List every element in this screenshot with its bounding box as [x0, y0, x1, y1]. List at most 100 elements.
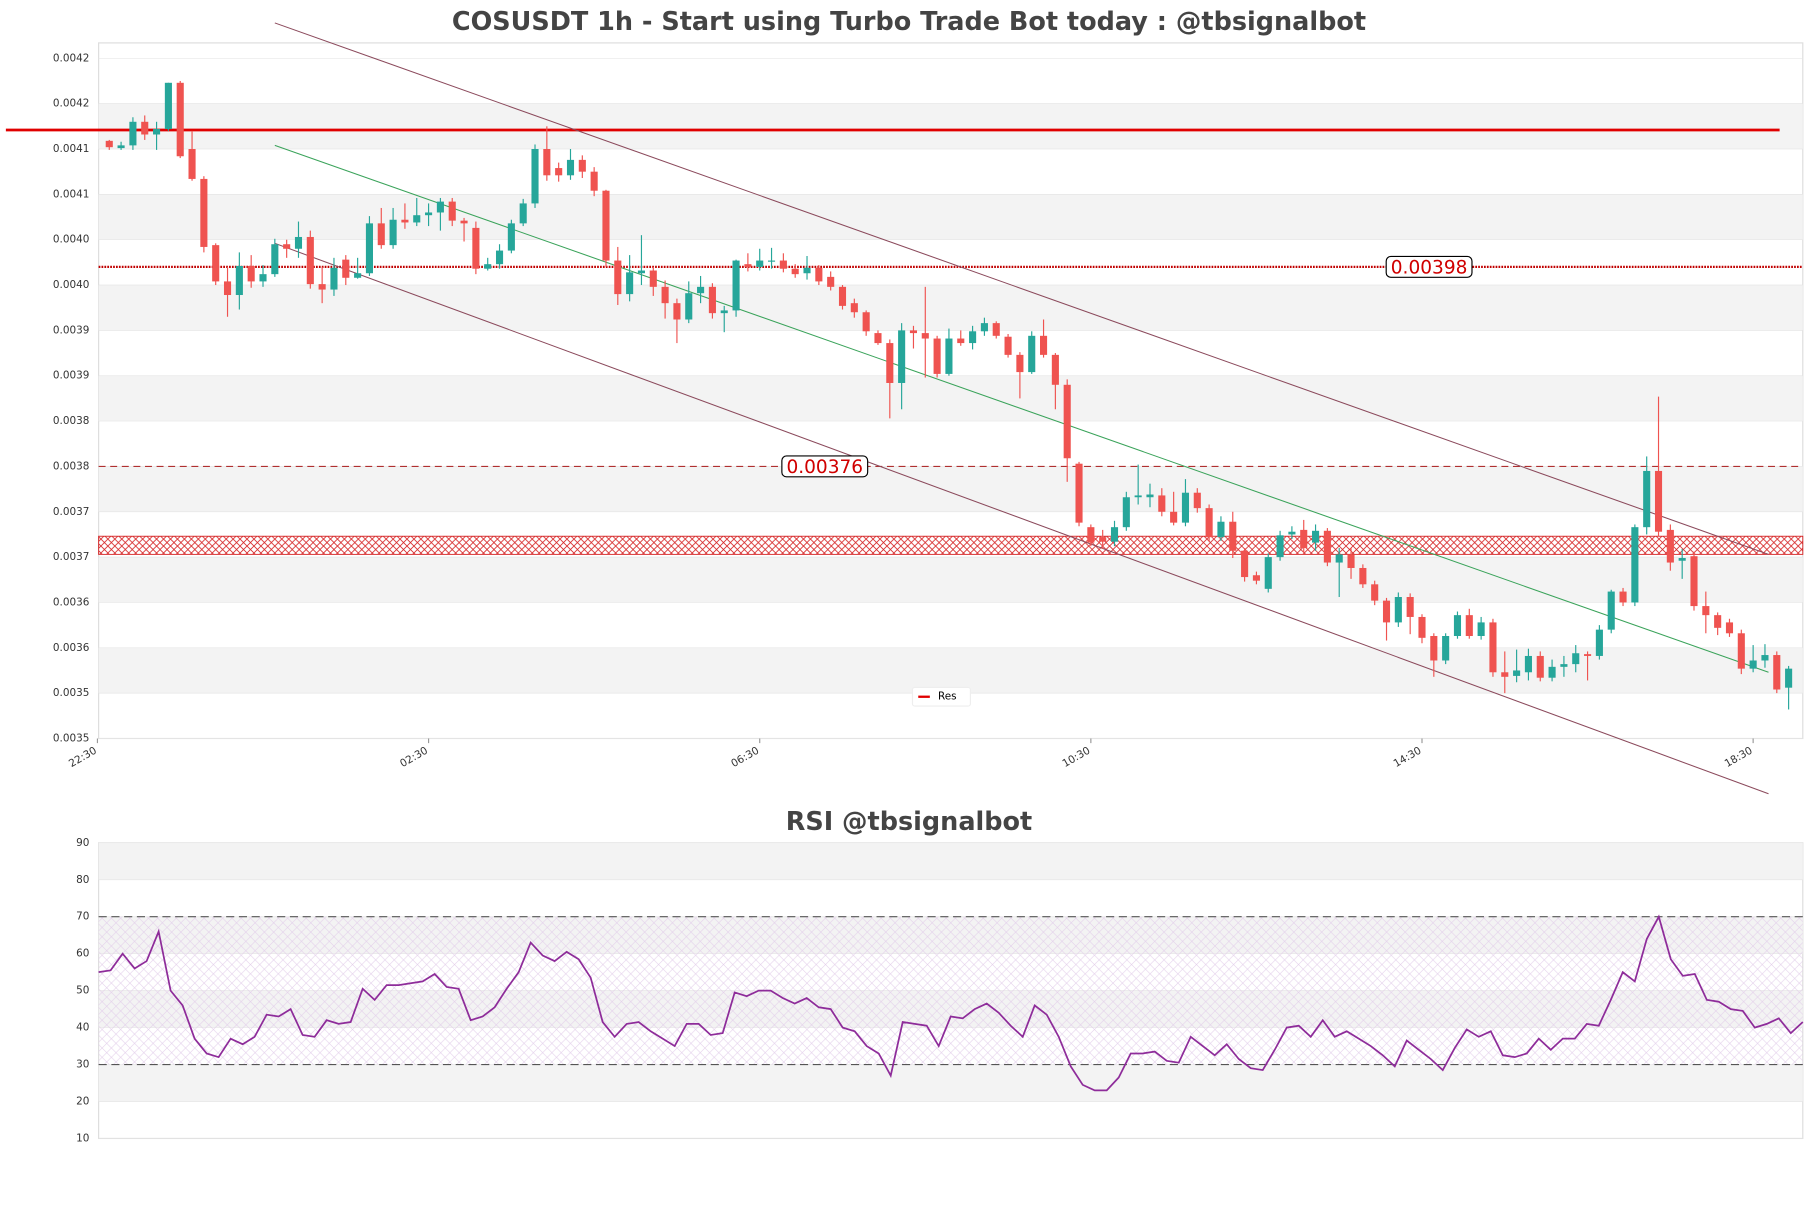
candle-body [1252, 575, 1260, 581]
trend-line [274, 242, 1769, 795]
y-tick-label: 0.0036 [53, 596, 89, 608]
plot: 0.0035 0.0035 0.0036 0.0036 0.0037 0.0037 0.00… [5, 22, 1804, 1144]
x-tick-label: 06:30 [729, 745, 761, 770]
candle-body [578, 159, 586, 172]
candle-body [637, 270, 646, 274]
candle-body [1063, 384, 1071, 459]
candle-body [1264, 557, 1272, 589]
y-tick-label: 0.0042 [53, 98, 89, 110]
candle-body [200, 178, 208, 247]
candle-body [921, 333, 929, 339]
candle-body [1465, 615, 1473, 637]
candle-body [1442, 636, 1450, 661]
y-tick-label: 0.0041 [53, 143, 89, 155]
candle-body [105, 140, 113, 148]
candle-body [1229, 521, 1237, 551]
candle-body [354, 273, 362, 278]
candle-body [1785, 668, 1793, 688]
candle-body [1513, 670, 1521, 676]
candle-body [744, 264, 752, 267]
y-tick-label: 60 [76, 948, 89, 960]
grid-band [98, 647, 1803, 694]
grid-band [98, 103, 1803, 150]
candle-body [495, 250, 504, 265]
candle-body [507, 223, 515, 251]
candle-body [1406, 597, 1414, 617]
candle-body [519, 203, 527, 224]
candle-body [980, 323, 988, 332]
candle-body [555, 168, 563, 176]
candle-body [1110, 527, 1119, 542]
candle-body [1004, 336, 1012, 355]
y-tick-label: 90 [76, 837, 89, 849]
candle-body [803, 267, 811, 274]
candle-body [1619, 591, 1627, 603]
y-tick-label: 0.0039 [53, 324, 89, 336]
candle-body [614, 260, 622, 295]
legend-box [911, 686, 972, 707]
y-tick-label: 0.0035 [53, 732, 89, 744]
candle-body [1725, 622, 1734, 634]
candle-body [472, 227, 480, 269]
candle-body [708, 286, 716, 314]
candle-body [1394, 597, 1402, 623]
y-tick-label: 0.0042 [53, 52, 89, 64]
candle-body [1300, 529, 1308, 549]
candle-body [1323, 530, 1331, 563]
candle-body [1312, 530, 1320, 543]
candle-body [306, 236, 314, 285]
candle-body [1040, 335, 1048, 355]
y-tick-label: 30 [76, 1059, 89, 1071]
candle-body [898, 330, 906, 383]
grid-band [98, 1064, 1803, 1102]
candle-body [909, 330, 918, 334]
candle-body [791, 268, 799, 275]
candle-body [342, 259, 350, 278]
candle-body [436, 201, 444, 213]
candle-body [838, 286, 847, 306]
level-label: 0.00376 [786, 457, 863, 478]
y-tick-label: 0.0038 [53, 415, 89, 427]
candle-body [484, 264, 492, 269]
x-tick-label: 10:30 [1060, 745, 1092, 770]
candle-body [1087, 527, 1095, 543]
candle-body [1217, 521, 1225, 538]
y-tick-label: 0.0038 [53, 460, 89, 472]
y-tick-label: 50 [76, 985, 89, 997]
candle-body [1122, 497, 1130, 528]
candle-body [850, 303, 858, 313]
candle-body [271, 244, 279, 275]
candle-body [756, 260, 764, 267]
candle-body [401, 219, 409, 223]
candle-body [294, 236, 303, 249]
candle-body [212, 245, 220, 282]
candle-body [1536, 655, 1544, 678]
candle-body [590, 171, 598, 191]
candle-body [1016, 354, 1024, 373]
candle-body [649, 270, 657, 287]
y-tick-label: 0.0040 [53, 279, 89, 291]
candle-body [1181, 492, 1190, 523]
candle-body [945, 338, 953, 374]
candle-body [117, 145, 125, 149]
candle-body [318, 284, 326, 290]
candle-body [1595, 629, 1603, 656]
grid-band [98, 194, 1803, 240]
candle-body [827, 276, 835, 287]
candle-body [425, 212, 433, 216]
chart-title: COSUSDT 1h - Start using Turbo Trade Bot… [452, 7, 1366, 37]
candle-body [1028, 335, 1036, 373]
grid-band [98, 466, 1803, 512]
candle-body [1749, 660, 1757, 669]
grid-band [98, 557, 1803, 603]
level-label: 0.00398 [1391, 258, 1468, 279]
candle-body [1075, 463, 1083, 523]
candle-body [1158, 495, 1166, 512]
candle-body [389, 219, 397, 246]
candle-body [1099, 537, 1107, 542]
candle-body [1737, 633, 1745, 669]
candle-body [129, 121, 137, 146]
candle-body [164, 82, 172, 130]
candle-body [1631, 527, 1639, 603]
